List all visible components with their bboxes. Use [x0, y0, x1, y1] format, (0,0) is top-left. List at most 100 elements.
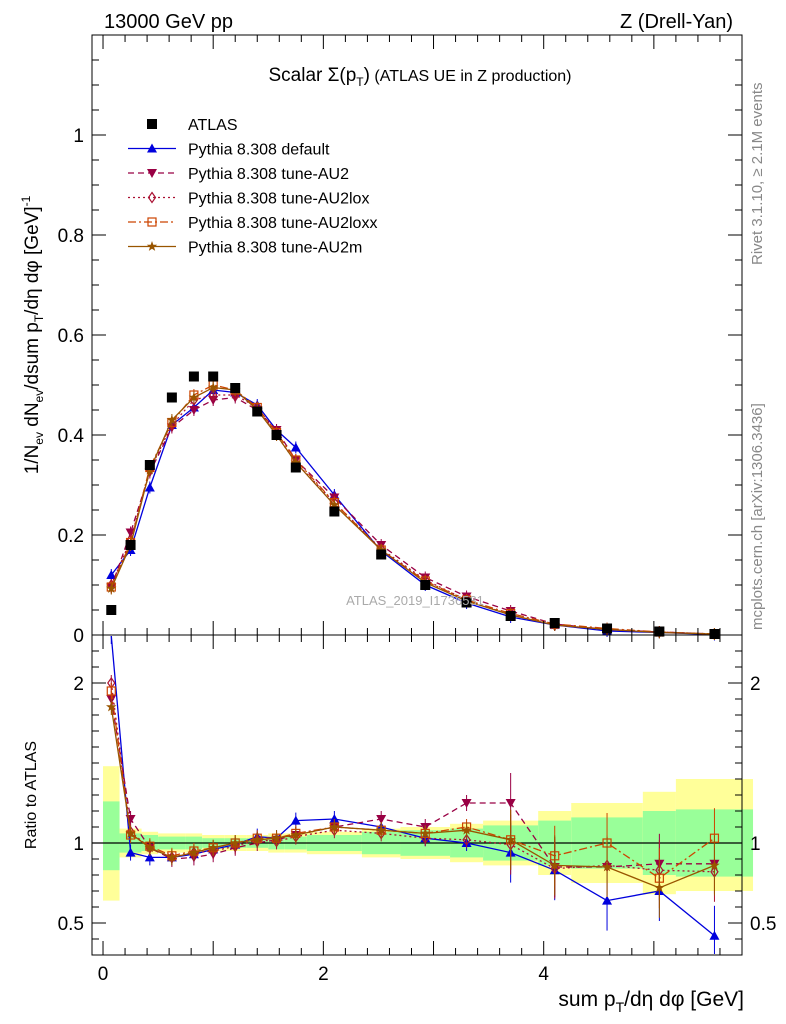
ratio-point-au2m [290, 829, 301, 840]
ratio-point-au2m [709, 859, 720, 870]
point-au2m [329, 499, 340, 510]
plot-title-main: Scalar [268, 65, 327, 86]
main-y-axis-label: 1/Nev dNev/dsum pT/dη dφ [GeV]-1 [19, 195, 46, 474]
point-default [290, 442, 301, 452]
data-point-atlas [549, 618, 560, 628]
legend-marker-au2lox [147, 191, 157, 204]
data-point-atlas [709, 629, 720, 639]
legend-marker-au2 [147, 169, 157, 178]
point-au2m [376, 544, 387, 555]
data-point-atlas [252, 406, 263, 417]
ratio-point-au2m [654, 882, 665, 893]
ratio-point-au2m [420, 827, 431, 838]
data-point-atlas [125, 540, 136, 550]
sigma-symbol: Σ(p [328, 65, 357, 86]
main-y-tick-label: 0.4 [58, 426, 85, 447]
ratio-point-au2m [549, 859, 560, 870]
ratio-point-au2m [188, 847, 200, 857]
data-point-atlas [461, 597, 472, 608]
main-y-tick-label: 0.6 [58, 326, 84, 347]
ratio-point-au2m [461, 824, 472, 835]
data-point-atlas [208, 371, 219, 382]
ratio-point-au2 [505, 799, 516, 808]
ratio-series-layer [106, 635, 720, 954]
x-axis-label-main: sum p [558, 988, 615, 1011]
ratio-point-au2m [601, 861, 613, 872]
data-point-atlas [420, 580, 431, 590]
x-axis-label-sub: T [616, 999, 625, 1015]
ratio-point-au2m [106, 701, 117, 712]
ratio-y-tick-label: 1 [73, 834, 84, 855]
plot-title: Scalar Σ(pT) (ATLAS UE in Z production) [268, 65, 571, 89]
legend-label-au2m: Pythia 8.308 tune-AU2m [188, 240, 362, 257]
process-label: Z (Drell-Yan) [620, 11, 733, 33]
ratio-point-default [602, 895, 613, 905]
mcplots-label: mcplots.cern.ch [arXiv:1306.3436] [749, 403, 766, 630]
point-au2lox [189, 393, 199, 407]
legend-marker-au2loxx [147, 217, 157, 227]
ratio-y-tick-label-right: 2 [750, 674, 761, 695]
ratio-point-au2lox [462, 833, 471, 846]
ratio-point-default [329, 814, 340, 823]
ratio-line-default [110, 635, 715, 937]
x-tick-label: 2 [318, 964, 329, 985]
ratio-point-au2loxx [106, 686, 116, 696]
point-default [144, 482, 155, 492]
main-y-tick-label: 0 [73, 626, 84, 647]
point-au2m [166, 414, 178, 425]
plot-title-rest: (ATLAS UE in Z production) [370, 68, 572, 85]
point-au2m [290, 457, 301, 467]
main-series-layer [106, 371, 720, 641]
legend: ATLAS Pythia 8.308 default Pythia 8.308 tu… [128, 117, 377, 257]
ratio-point-au2m [376, 824, 387, 835]
ratio-point-au2m [230, 837, 241, 848]
ratio-point-default [709, 930, 720, 940]
point-au2m [188, 392, 200, 402]
inner-band-segment [103, 801, 120, 871]
legend-label-default: Pythia 8.308 default [188, 142, 330, 159]
legend-marker-default [147, 143, 157, 153]
ratio-point-au2m [505, 834, 516, 845]
ratio-point-default [290, 815, 301, 825]
main-y-tick-label: 0.2 [58, 526, 84, 547]
ratio-y-tick-label: 0.5 [58, 914, 84, 935]
ratio-point-au2m [208, 842, 219, 853]
data-point-atlas [505, 611, 516, 621]
legend-label-au2lox: Pythia 8.308 tune-AU2lox [188, 191, 369, 208]
ratio-point-default [144, 852, 155, 862]
ratio-point-au2 [376, 815, 387, 824]
x-tick-label: 0 [98, 964, 109, 985]
ratio-point-au2m [144, 842, 156, 853]
main-y-tick-label: 1 [73, 126, 84, 147]
point-default [106, 570, 117, 579]
data-point-atlas [230, 383, 241, 393]
x-axis-label-rest: /dη dφ [GeV] [624, 988, 744, 1011]
main-y-tick-label: 0.8 [58, 226, 84, 247]
data-point-atlas [188, 371, 199, 382]
ratio-point-au2 [461, 799, 472, 808]
point-au2m [106, 583, 117, 593]
ratio-y-axis-label: Ratio to ATLAS [23, 741, 40, 849]
legend-marker-au2m [146, 241, 158, 251]
data-point-atlas [271, 430, 282, 440]
data-point-atlas [376, 549, 387, 560]
ratio-y-tick-label-right: 0.5 [750, 914, 776, 935]
ratio-y-tick-label: 2 [73, 674, 84, 695]
data-point-atlas [329, 506, 340, 517]
data-point-atlas [106, 605, 117, 615]
title-subscript: T [356, 75, 364, 89]
legend-label-au2: Pythia 8.308 tune-AU2 [188, 166, 349, 183]
x-tick-label: 4 [538, 964, 549, 985]
data-point-atlas [602, 623, 613, 634]
legend-label-au2loxx: Pythia 8.308 tune-AU2loxx [188, 215, 377, 232]
rivet-version-label: Rivet 3.1.10, ≥ 2.1M events [749, 83, 766, 266]
data-point-atlas [290, 462, 301, 473]
ratio-y-tick-label-right: 1 [750, 834, 761, 855]
point-au2 [188, 406, 199, 415]
ratio-point-au2m [329, 821, 340, 832]
data-point-atlas [166, 392, 177, 403]
analysis-watermark: ATLAS_2019_I1736531 [346, 593, 484, 608]
axis-ticks: 0 0.2 0.4 0.6 0.8 1 0.5 0.5 1 1 2 2 0 2 4 [58, 34, 776, 985]
data-point-atlas [144, 460, 155, 470]
